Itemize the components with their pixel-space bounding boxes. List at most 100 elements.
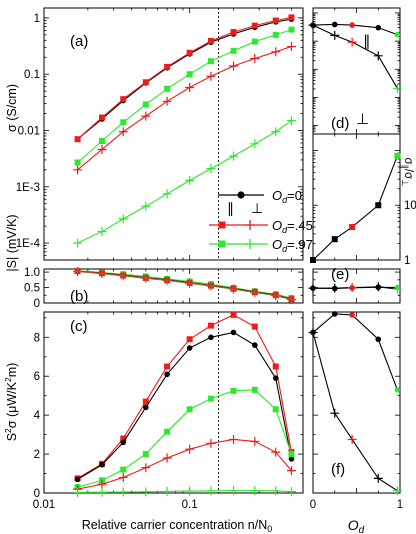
data-point-d-perp (308, 20, 318, 30)
data-point-c-red_perp (250, 436, 260, 446)
data-point-d-par (394, 31, 401, 38)
data-point-f-perp (373, 473, 383, 483)
data-point-e-s_perp (347, 283, 357, 293)
data-point-c-green_perp (185, 486, 195, 496)
series-line-c-red_perp (77, 438, 292, 490)
data-point-a-red_perp (97, 144, 107, 154)
y-axis-label-b: |S| (mV/K) (5, 214, 19, 271)
data-point-a-green_par (251, 38, 258, 45)
data-point-a-green_perp (286, 116, 296, 126)
legend-marker-black (237, 191, 245, 199)
data-point-a-green_perp (97, 227, 107, 237)
panel-label-c: (c) (70, 318, 88, 335)
annotation-parallel: ∥ (363, 33, 371, 50)
y-tick-label: 8 (34, 332, 40, 344)
data-point-a-red_par (186, 49, 193, 56)
series-line-d-perp (312, 24, 398, 89)
axes-frame-e (312, 268, 401, 304)
data-point-a-red_perp (73, 165, 83, 175)
y-tick-label: 6 (34, 371, 40, 383)
data-point-a-green_perp (250, 139, 260, 149)
x-tick-label: 0.1 (182, 499, 198, 511)
data-point-a-green_par (98, 138, 105, 145)
data-point-d_inset-ratio (310, 257, 316, 263)
data-point-c-black (208, 334, 214, 341)
data-point-d-par (331, 21, 338, 28)
data-point-c-green_par (251, 386, 258, 393)
series-line-a-red_perp (77, 46, 292, 171)
data-point-c-green_perp (286, 487, 296, 497)
data-point-a-green_par (288, 26, 295, 33)
legend-marker-green-perpendicular (245, 239, 255, 249)
data-point-c-black (272, 375, 279, 381)
data-point-c-red_perp (97, 479, 107, 489)
y-tick-label: 0 (34, 488, 40, 500)
legend-marker-red-perpendicular (245, 220, 255, 230)
data-point-f-perp (347, 434, 357, 444)
data-point-c-red_perp (229, 434, 239, 444)
y-axis-label-c: S2σ (μW/K2m) (3, 363, 19, 442)
data-point-c-black (164, 371, 170, 378)
data-point-f-par (349, 312, 355, 318)
data-point-c-red_par (142, 398, 149, 405)
legend-parallel-header: ∥ (227, 200, 234, 216)
data-point-d-par (349, 22, 355, 28)
data-point-a-green_par (164, 85, 171, 92)
data-point-a-green_par (272, 31, 279, 38)
data-point-b-brown (250, 287, 260, 297)
legend-label-red: Od=.45 (272, 218, 313, 235)
y-tick-label: 0.1 (24, 69, 40, 81)
data-point-c-black (186, 345, 193, 351)
y-tick-label: 0 (34, 298, 40, 310)
data-point-c-red_perp (286, 466, 296, 476)
panel-label-b: (b) (70, 288, 88, 305)
data-point-a-green_par (74, 159, 81, 166)
data-point-c-red_par (186, 336, 193, 343)
legend-label-green: Od=.97 (272, 237, 313, 254)
x-axis-label-right: Od (348, 517, 365, 534)
data-point-a-green_par (186, 71, 193, 78)
data-point-a-red_par (164, 63, 171, 70)
axes-frame-d_inset (312, 133, 401, 261)
panel-label-d: (d) (331, 115, 349, 132)
axes-frame-f (312, 311, 401, 494)
y-tick-label: 0.01 (18, 125, 40, 137)
data-point-a-red_perp (118, 127, 128, 137)
data-point-d-perp (330, 30, 340, 40)
data-point-b-brown (73, 266, 83, 276)
data-point-c-green_perp (73, 487, 83, 497)
data-point-a-green_perp (162, 189, 172, 199)
series-line-a-black (77, 18, 292, 140)
data-point-c-red_par (230, 311, 237, 318)
data-point-a-red_perp (250, 54, 260, 64)
legend-label-black: Od=0 (272, 188, 302, 205)
data-point-a-red_par (288, 14, 295, 21)
data-point-b-brown (162, 275, 172, 285)
data-point-d-perp (392, 83, 402, 93)
data-point-a-green_perp (141, 201, 151, 211)
series-line-c-red_par (77, 314, 293, 479)
data-point-c-red_par (164, 363, 171, 370)
data-point-c-black (74, 476, 81, 483)
data-point-c-green_par (186, 406, 193, 413)
series-line-b-brown (77, 270, 292, 301)
data-point-b-brown (97, 269, 107, 279)
data-point-c-red_par (272, 363, 279, 370)
data-point-a-green_par (120, 119, 127, 126)
data-point-c-red_par (120, 435, 127, 442)
legend-perpendicular-header: ⊥ (251, 200, 263, 216)
data-point-c-green_perp (118, 487, 128, 497)
data-point-d_inset-ratio (349, 224, 356, 231)
data-point-a-red_par (74, 136, 81, 143)
axes-frame-c (43, 311, 304, 494)
data-point-a-red_perp (185, 83, 195, 93)
data-point-c-green_perp (206, 486, 216, 496)
data-point-c-green_perp (97, 487, 107, 497)
data-point-c-green_par (142, 451, 149, 458)
data-point-a-green_perp (73, 238, 83, 248)
data-point-c-green_perp (162, 486, 172, 496)
data-point-c-red_perp (141, 463, 151, 473)
x-tick-label: 1 (397, 499, 403, 511)
data-point-a-red_perp (286, 42, 296, 52)
